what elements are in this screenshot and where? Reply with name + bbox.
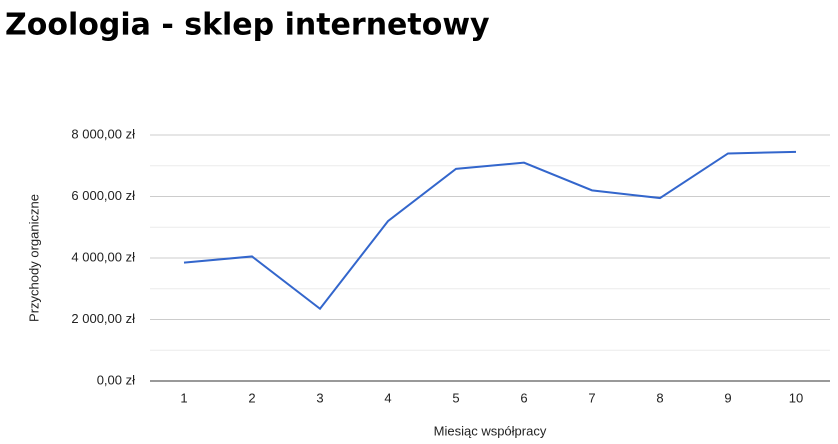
x-tick-label: 7: [588, 390, 595, 405]
data-line: [183, 150, 797, 311]
x-tick-label: 2: [248, 390, 255, 405]
x-tick-label: 6: [520, 390, 527, 405]
x-tick-label: 5: [452, 390, 459, 405]
x-tick-label: 4: [384, 390, 391, 405]
y-tick-label: 6 000,00 zł: [71, 188, 135, 203]
x-tick-label: 8: [656, 390, 663, 405]
y-tick-label: 8 000,00 zł: [71, 126, 135, 141]
x-tick-label: 10: [789, 390, 803, 405]
x-axis-title: Miesiąc współpracy: [434, 423, 547, 438]
x-tick-label: 1: [180, 390, 187, 405]
x-tick-label: 9: [724, 390, 731, 405]
chart-title: Zoologia - sklep internetowy: [5, 8, 490, 43]
y-tick-label: 0,00 zł: [97, 372, 135, 387]
y-axis-title: Przychody organiczne: [26, 194, 41, 322]
y-tick-label: 4 000,00 zł: [71, 249, 135, 264]
x-tick-label: 3: [316, 390, 323, 405]
y-tick-label: 2 000,00 zł: [71, 311, 135, 326]
